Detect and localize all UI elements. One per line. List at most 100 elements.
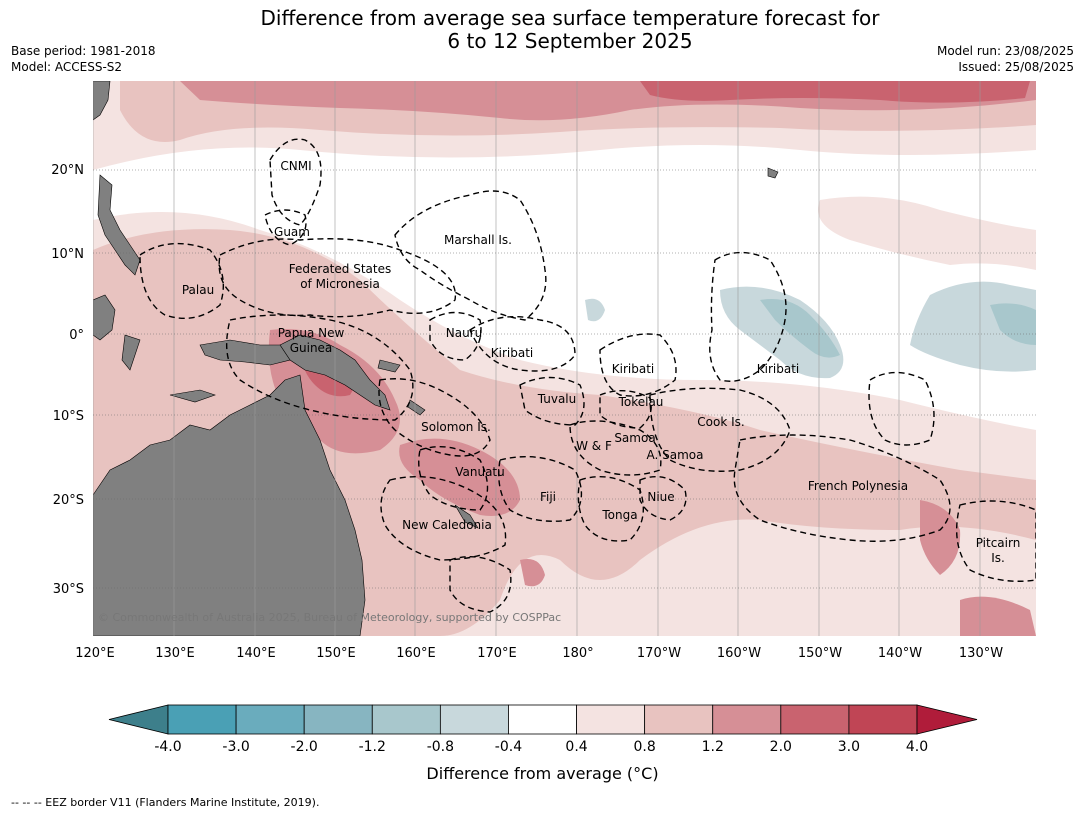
colorbar-segment (508, 704, 577, 735)
lon-tick-150e: 150°E (316, 646, 356, 661)
label-fiji: Fiji (540, 490, 556, 504)
model-run: Model run: 23/08/2025 (936, 44, 1074, 58)
label-tuvalu: Tuvalu (537, 392, 577, 406)
label-nauru: Nauru (446, 326, 482, 340)
new-caledonia (454, 504, 479, 529)
colorbar-tick-label: -2.0 (291, 739, 318, 755)
label-new-caledonia: New Caledonia (402, 518, 492, 532)
timor (169, 389, 216, 403)
eez-kiribati-e (709, 251, 787, 382)
label-vanuatu: Vanuatu (455, 465, 505, 479)
lon-tick-120e: 120°E (75, 646, 115, 661)
eez-french-polynesia (733, 434, 951, 542)
colorbar-extend-high (916, 704, 978, 735)
eez-borders (139, 138, 1036, 613)
label-guam: Guam (274, 225, 310, 239)
eez-fsm (218, 238, 457, 318)
colorbar-tick-label: 2.0 (770, 739, 792, 755)
lat-tick-30s: 30°S (53, 582, 84, 597)
meta-left: Base period: 1981-2018 Model: ACCESS-S2 (11, 43, 156, 75)
eez-footer-note: -- -- -- EEZ border V11 (Flanders Marine… (11, 796, 320, 809)
label-kiribati-west: Kiribati (491, 346, 533, 360)
eez-png (225, 314, 414, 421)
lat-tick-0: 0° (69, 328, 84, 343)
colorbar-segment (439, 704, 509, 735)
base-period: Base period: 1981-2018 (11, 44, 156, 58)
colorbar-tick-label: -0.4 (495, 739, 522, 755)
label-fsm-line2: of Micronesia (300, 277, 380, 291)
eez-south-central (449, 555, 512, 613)
country-labels: CNMI Guam Marshall Is. Federated States … (182, 159, 1020, 565)
eez-pitcairn (955, 500, 1036, 582)
label-solomon: Solomon Is. (421, 420, 491, 434)
australia (93, 374, 366, 636)
lon-tick-170w: 170°W (637, 646, 681, 661)
label-marshall: Marshall Is. (444, 233, 512, 247)
colorbar-segment (167, 704, 237, 735)
latitude-ticks: 20°N 10°N 0° 10°S 20°S 30°S (51, 163, 84, 597)
colorbar-segment (371, 704, 441, 735)
eez-solomon (378, 378, 491, 457)
eez-tuvalu (519, 376, 585, 426)
colorbar-tick-label: -4.0 (154, 739, 181, 755)
new-britain (377, 359, 401, 373)
label-fsm-line1: Federated States (289, 262, 391, 276)
eez-fiji (498, 455, 583, 522)
anomaly-light-east (818, 196, 1036, 270)
eez-marshall (394, 190, 547, 321)
eez-cook (649, 387, 791, 472)
label-palau: Palau (182, 283, 214, 297)
lon-tick-140e: 140°E (236, 646, 276, 661)
lon-tick-160w: 160°W (717, 646, 761, 661)
lat-tick-20s: 20°S (53, 493, 84, 508)
eez-marquesas (868, 371, 935, 446)
eez-cnmi (269, 138, 322, 226)
label-french-polynesia: French Polynesia (808, 479, 908, 493)
cool-patch-small (585, 298, 605, 322)
lat-tick-10n: 10°N (51, 247, 84, 262)
philippines (97, 174, 141, 276)
lat-tick-10s: 10°S (53, 409, 84, 424)
map-area: CNMI Guam Marshall Is. Federated States … (93, 81, 1036, 636)
label-asamoa: A. Samoa (647, 448, 704, 462)
lon-tick-140w: 140°W (878, 646, 922, 661)
model-name: Model: ACCESS-S2 (11, 60, 123, 74)
label-samoa: Samoa (614, 431, 655, 445)
anomaly-strong-south (960, 596, 1036, 636)
meta-right: Model run: 23/08/2025 Issued: 25/08/2025 (937, 43, 1074, 75)
colorbar-tick-label: 3.0 (838, 739, 860, 755)
colorbar-tick-label: 0.8 (634, 739, 656, 755)
map-title: Difference from average sea surface temp… (0, 7, 1085, 53)
colorbar-segment (576, 704, 646, 735)
label-png-line2: Guinea (290, 341, 333, 355)
colorbar-tick-label: 1.2 (702, 739, 724, 755)
colorbar-extend-low (108, 704, 169, 735)
label-pitcairn-line2: Is. (991, 551, 1005, 565)
issued-date: Issued: 25/08/2025 (958, 60, 1074, 74)
eez-kiribati-c (599, 333, 677, 397)
label-wf: W & F (576, 439, 612, 453)
eez-wf-samoa (569, 420, 662, 476)
eez-nauru (429, 311, 482, 361)
label-tokelau: Tokelau (618, 395, 664, 409)
copyright-notice: © Commonwealth of Australia 2025, Bureau… (98, 611, 561, 624)
colorbar-segment (235, 704, 305, 735)
label-kiribati-east: Kiribati (757, 362, 799, 376)
colorbar: -4.0 -3.0 -2.0 -1.2 -0.8 -0.4 0.4 0.8 1.2 2.0 3.0 4… (108, 704, 978, 755)
colorbar-tick-label: -3.0 (222, 739, 249, 755)
colorbar-tick-label: 0.4 (565, 739, 587, 755)
anomaly-vstrong-north (640, 81, 1030, 103)
cool-central-med (760, 299, 840, 358)
anomaly-strong-south2 (520, 559, 545, 587)
lon-tick-180: 180° (562, 646, 593, 661)
lon-tick-150w: 150°W (798, 646, 842, 661)
hawaii (767, 167, 779, 179)
colorbar-segment (303, 704, 373, 735)
lon-tick-170e: 170°E (477, 646, 517, 661)
parallels (93, 169, 1036, 589)
graticule (93, 81, 981, 636)
anomaly-strong-southeast (920, 500, 961, 575)
label-kiribati-central: Kiribati (612, 362, 654, 376)
colorbar-tick-label: -0.8 (427, 739, 454, 755)
anomaly-strong-vanuatu (399, 438, 520, 516)
